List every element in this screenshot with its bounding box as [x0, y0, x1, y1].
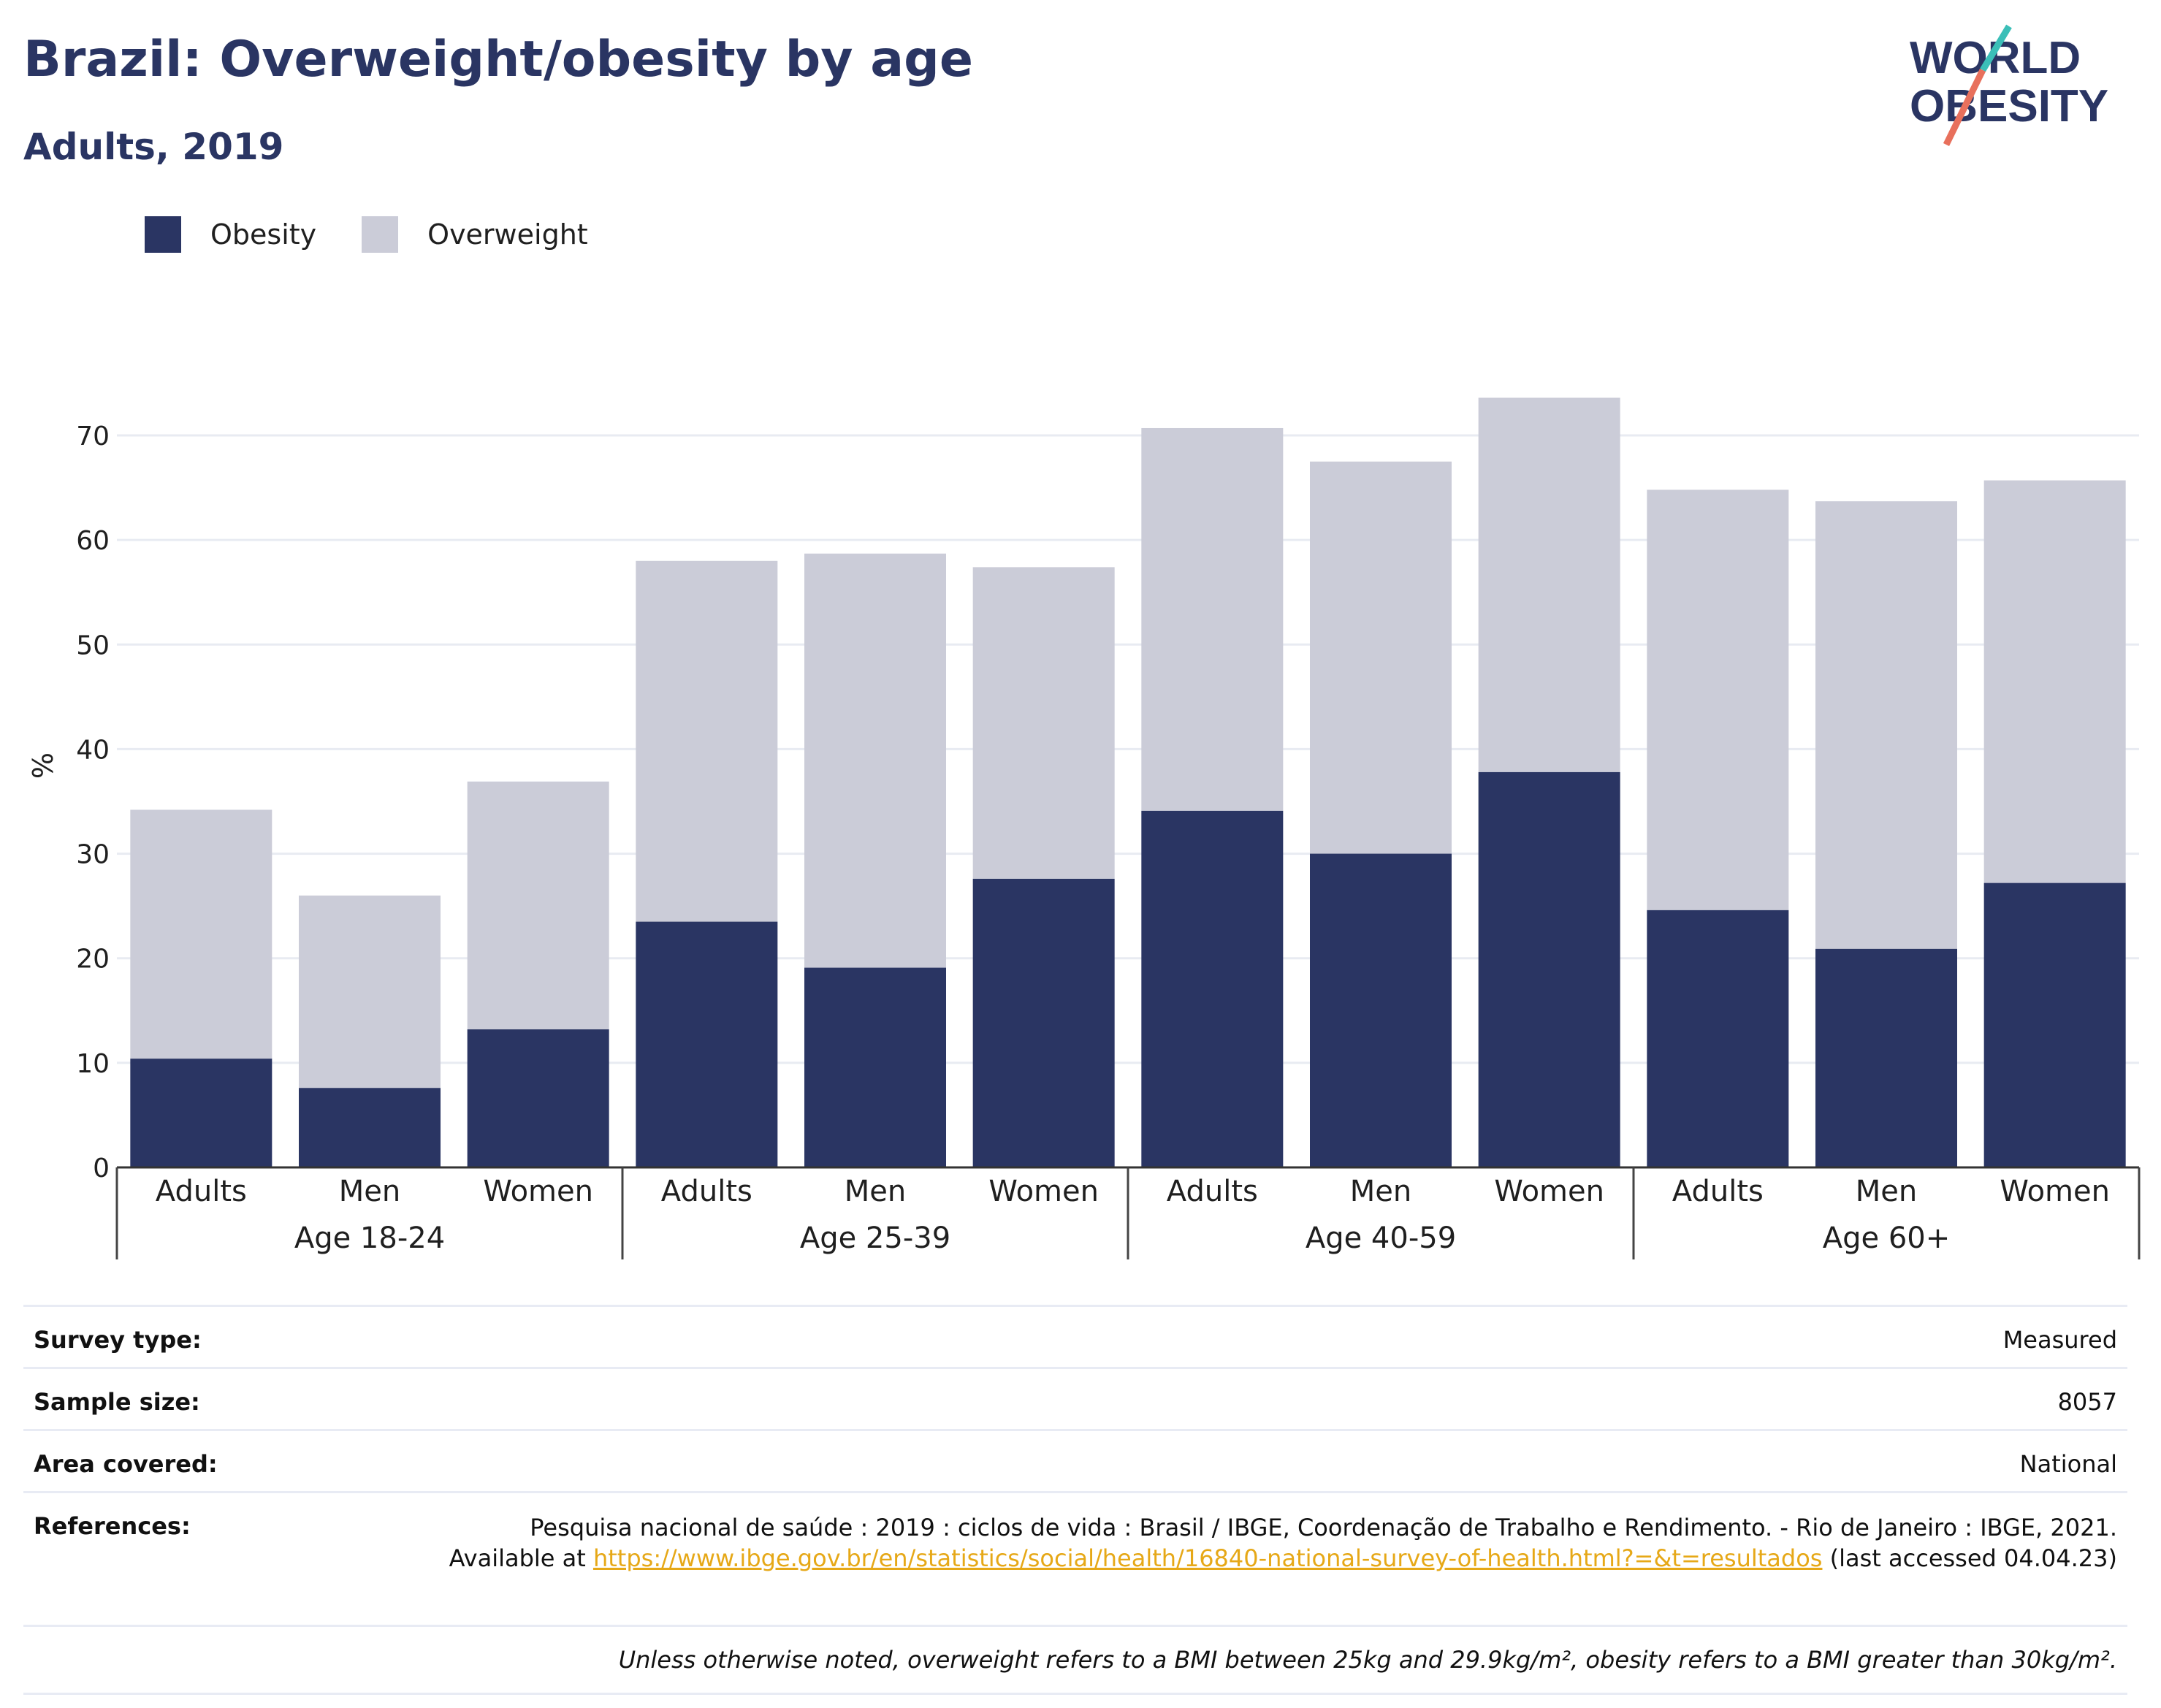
info-row-survey-type: Survey type: Measured — [23, 1305, 2127, 1367]
info-row-sample-size: Sample size: 8057 — [23, 1367, 2127, 1429]
y-axis-label: % — [27, 752, 59, 779]
group-label: Age 40-59 — [1306, 1221, 1456, 1255]
references-value: Pesquisa nacional de saúde : 2019 : cicl… — [437, 1512, 2117, 1574]
sample-size-value: 8057 — [2057, 1388, 2117, 1416]
area-covered-label: Area covered: — [34, 1450, 218, 1478]
y-tick-label: 20 — [76, 945, 110, 975]
bar-overweight — [1647, 489, 1789, 910]
bar-overweight — [1478, 397, 1620, 772]
legend-swatch-overweight — [362, 216, 399, 253]
logo-slash-teal — [1980, 24, 2012, 72]
y-tick-label: 60 — [76, 526, 110, 556]
group-label: Age 18-24 — [294, 1221, 445, 1255]
chart-subtitle: Adults, 2019 — [23, 126, 284, 168]
y-tick-label: 0 — [93, 1154, 110, 1183]
x-tick-label: Men — [339, 1175, 400, 1208]
references-link[interactable]: https://www.ibge.gov.br/en/statistics/so… — [592, 1544, 1823, 1572]
legend-item-obesity: Obesity — [145, 216, 316, 253]
references-citation: Pesquisa nacional de saúde : 2019 : cicl… — [530, 1514, 2117, 1541]
bar-obesity — [1983, 882, 2126, 1167]
bar-obesity — [467, 1029, 609, 1167]
legend-item-overweight: Overweight — [362, 216, 588, 253]
info-row-area-covered: Area covered: National — [23, 1429, 2127, 1491]
bar-overweight — [804, 553, 946, 968]
legend-label-overweight: Overweight — [427, 218, 588, 251]
bar-obesity — [972, 878, 1115, 1167]
bar-overweight — [299, 895, 441, 1089]
bmi-definition-note: Unless otherwise noted, overweight refer… — [23, 1625, 2127, 1695]
bar-obesity — [130, 1059, 272, 1167]
bar-overweight — [130, 809, 272, 1059]
bar-overweight — [1983, 480, 2126, 883]
references-last-accessed: (last accessed 04.04.23) — [1829, 1544, 2117, 1572]
x-tick-label: Men — [845, 1175, 906, 1208]
logo-line2: OBESITY — [1910, 81, 2108, 131]
logo-line1: WORLD — [1910, 33, 2081, 83]
bar-overweight — [467, 781, 609, 1030]
y-tick-label: 30 — [76, 840, 110, 870]
bar-obesity — [1141, 810, 1284, 1167]
survey-type-label: Survey type: — [34, 1326, 202, 1354]
group-label: Age 25-39 — [800, 1221, 950, 1255]
bar-obesity — [636, 921, 778, 1167]
bar-overweight — [1310, 461, 1452, 854]
x-tick-label: Men — [1350, 1175, 1411, 1208]
legend-swatch-obesity — [145, 216, 181, 253]
chart-legend: Obesity Overweight — [145, 216, 633, 253]
bar-overweight — [636, 560, 778, 922]
bar-overweight — [972, 567, 1115, 879]
x-tick-label: Men — [1856, 1175, 1917, 1208]
x-tick-label: Women — [2000, 1175, 2110, 1208]
x-tick-label: Adults — [1167, 1175, 1258, 1208]
y-tick-label: 50 — [76, 630, 110, 660]
y-tick-label: 70 — [76, 422, 110, 451]
bar-obesity — [299, 1088, 441, 1167]
logo-slash-coral — [1943, 69, 1986, 146]
bar-obesity — [1815, 948, 1957, 1167]
y-tick-label: 40 — [76, 735, 110, 765]
x-tick-label: Women — [483, 1175, 593, 1208]
stacked-bar-chart: 0 10 20 30 40 50 60 70% Adults Men Women Adults Men W… — [27, 397, 2141, 1259]
group-label: Age 60+ — [1823, 1221, 1951, 1255]
bar-obesity — [1478, 771, 1620, 1167]
sample-size-label: Sample size: — [34, 1388, 200, 1416]
bar-obesity — [804, 967, 946, 1167]
x-tick-label: Adults — [156, 1175, 247, 1208]
bar-overweight — [1141, 427, 1284, 811]
bar-overweight — [1815, 501, 1957, 949]
area-covered-value: National — [2019, 1450, 2117, 1478]
x-tick-label: Women — [1494, 1175, 1604, 1208]
x-tick-label: Adults — [1672, 1175, 1764, 1208]
x-tick-label: Women — [988, 1175, 1099, 1208]
info-row-references: References: Pesquisa nacional de saúde :… — [23, 1491, 2127, 1625]
chart-title: Brazil: Overweight/obesity by age — [23, 31, 973, 88]
world-obesity-logo: WORLD OBESITY — [1910, 24, 2108, 146]
bar-obesity — [1647, 910, 1789, 1167]
references-available-at: Available at — [449, 1544, 586, 1572]
references-label: References: — [34, 1512, 191, 1540]
y-tick-label: 10 — [76, 1049, 110, 1079]
bar-obesity — [1310, 853, 1452, 1167]
legend-label-obesity: Obesity — [210, 218, 317, 251]
survey-type-value: Measured — [2002, 1326, 2117, 1354]
survey-info-table: Survey type: Measured Sample size: 8057 … — [23, 1305, 2127, 1695]
x-tick-label: Adults — [661, 1175, 752, 1208]
